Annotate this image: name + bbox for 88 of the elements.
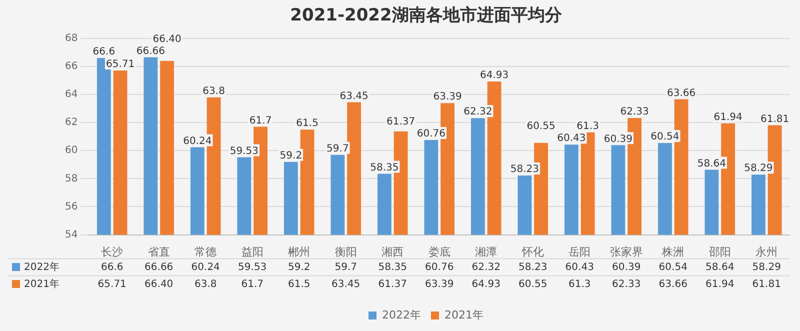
text: 60.39 [604,134,633,145]
text: 58.64 [697,158,726,170]
data-label: 60.54 [658,262,688,273]
data-label: 65.71 [98,278,126,290]
x-tick-label: 岳阳 [568,245,591,258]
x-tick-label: 湘潭 [475,245,498,258]
data-label: 58.35 [378,262,407,273]
data-label: 60.76 [425,262,454,273]
y-tick-label: 54 [64,229,78,240]
x-tick-label: 省直 [148,245,170,258]
data-label: 59.2 [288,262,310,273]
text: 66.6 [92,46,116,58]
data-label: 63.39 [425,278,454,290]
x-tick-label: 永州 [756,245,778,258]
data-label: 63.45 [332,278,360,290]
x-tick-label: 邵阳 [708,245,731,258]
legend-label: 2022年 [382,308,422,322]
data-label: 61.94 [706,278,734,290]
data-label: 61.5 [288,278,310,290]
data-label: 63.8 [194,278,217,290]
text: 58.29 [744,163,773,174]
text: 63.45 [340,90,368,102]
x-tick-label: 郴州 [288,245,310,258]
text: 2021年 [24,278,60,290]
y-tick-label: 62 [64,117,78,128]
text: 62.32 [464,106,492,118]
y-tick-label: 60 [64,145,78,156]
text: 64.93 [480,70,509,82]
y-tick-label: 66 [64,61,78,72]
text: 58.35 [370,162,399,174]
x-tick-label: 长沙 [101,245,124,258]
data-label: 62.32 [472,262,500,273]
text: 61.7 [249,115,272,126]
text: 58.23 [510,164,540,176]
data-label: 61.3 [568,278,591,290]
x-tick-label: 衡阳 [334,245,357,258]
text: 65.71 [106,59,135,70]
data-label: 61.7 [241,278,264,290]
legend-label: 2021年 [444,308,484,322]
text: 62.33 [620,106,649,118]
text: 61.3 [576,120,599,132]
text: 63.8 [202,86,225,97]
text: 60.24 [183,136,212,147]
data-label: 59.53 [238,262,267,273]
text: 60.54 [650,132,680,143]
text: 61.81 [760,114,790,125]
y-tick-label: 56 [64,201,78,212]
text: 66.66 [136,46,165,57]
data-label: 60.24 [191,262,220,273]
text: 60.43 [557,133,586,144]
chart-title: 2021-2022湖南各地市进面平均分 [290,6,563,26]
data-label: 66.6 [100,262,124,273]
x-tick-label: 怀化 [520,245,544,258]
x-tick-label: 张家界 [610,245,643,258]
text: 2022年 [24,262,60,273]
data-label: 61.37 [378,278,407,290]
data-label: 60.55 [518,278,548,290]
data-label: 58.29 [752,262,781,273]
data-label: 66.40 [144,278,174,290]
data-label: 66.66 [144,262,174,273]
data-label: 64.93 [472,278,500,290]
data-label: 58.23 [518,262,548,273]
text: 61.37 [386,116,416,128]
text: 59.53 [230,146,258,157]
text: 60.76 [416,128,446,140]
y-tick-label: 64 [64,89,78,100]
y-tick-label: 58 [64,173,78,184]
text: 60.55 [526,121,556,132]
text: 66.40 [152,34,182,45]
text: 63.39 [433,92,462,103]
data-label: 58.64 [706,262,734,273]
data-label: 61.81 [752,278,781,290]
x-tick-label: 株洲 [661,245,684,258]
text: 59.7 [326,143,349,154]
data-label: 62.33 [612,278,641,290]
x-tick-label: 益阳 [241,245,264,258]
x-tick-label: 娄底 [428,245,450,258]
text: 61.5 [296,118,318,130]
text: 59.2 [280,150,302,162]
data-label: 60.39 [612,262,641,273]
data-label: 63.66 [658,278,688,290]
x-tick-label: 湘西 [382,245,404,258]
text: 61.94 [714,112,742,124]
data-label: 59.7 [334,262,357,273]
x-tick-label: 常德 [194,245,217,258]
y-tick-label: 68 [64,32,78,44]
text: 63.66 [666,88,696,99]
data-label: 60.43 [565,262,594,273]
